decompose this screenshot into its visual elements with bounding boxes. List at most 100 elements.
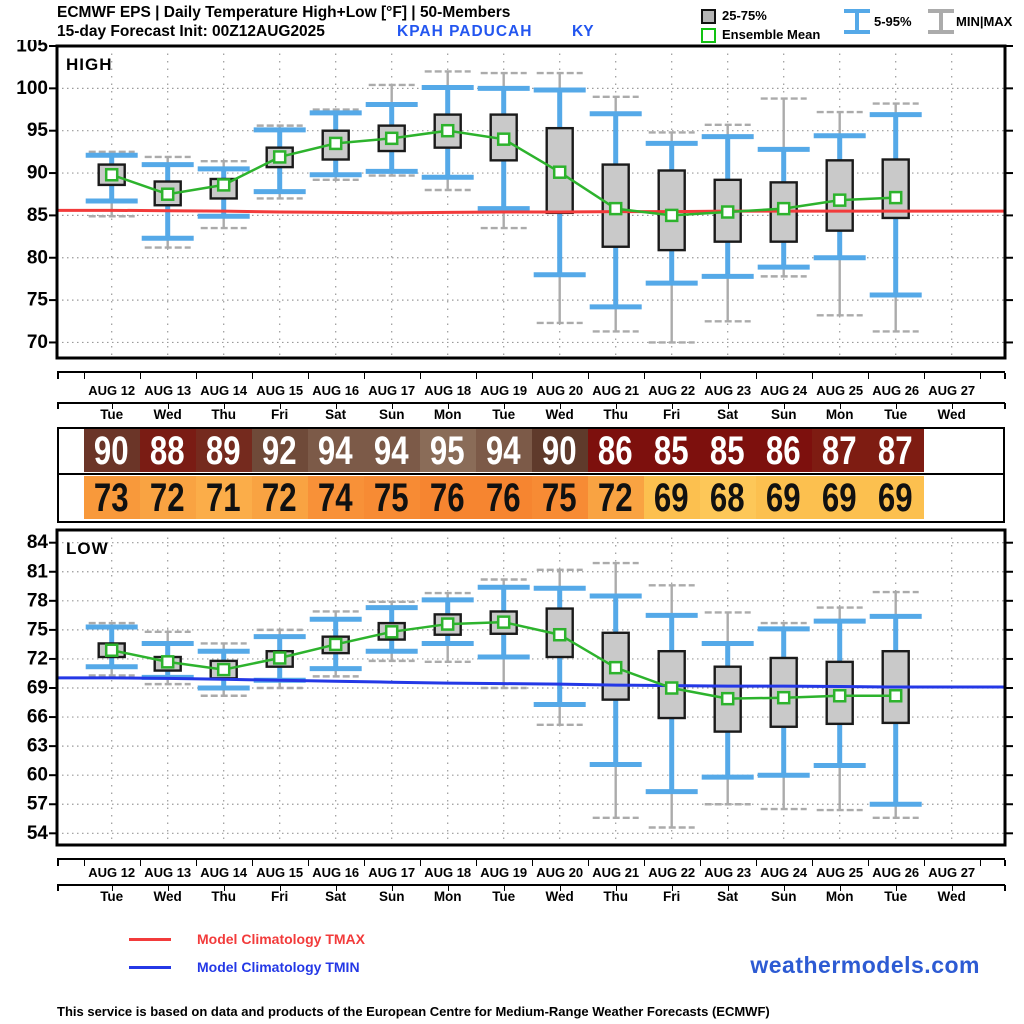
ensemble-mean-marker [384,131,399,146]
svg-text:84: 84 [27,532,49,553]
weekday-label: Tue [100,407,124,422]
weekday-label: Sat [325,889,347,904]
table-cell-low: 69 [811,475,868,520]
subtitle-row: 15-day Forecast Init: 00Z12AUG2025 KPAH … [57,23,594,41]
weekday-label: Thu [603,889,629,904]
table-cell-low-value: 71 [206,475,242,520]
weekday-label: Wed [153,407,182,422]
table-cell-low: 68 [699,476,756,519]
weekday-label: Fri [271,889,289,904]
forecast-init-label: 15-day Forecast Init: 00Z12AUG2025 [57,23,325,40]
table-cell-high-value: 90 [94,428,130,473]
ensemble-mean-marker [384,625,399,639]
weekday-label: Sat [717,407,739,422]
svg-text:66: 66 [27,707,48,728]
date-label: AUG 20 [536,383,584,398]
table-cell-high: 94 [307,429,364,472]
table-cell-high: 86 [755,429,812,472]
ensemble-mean-marker [608,660,623,675]
panel-label: LOW [66,539,109,558]
weekday-label: Mon [825,889,854,904]
date-label: AUG 23 [704,383,752,398]
ensemble-mean-marker [776,690,791,705]
date-label: AUG 14 [200,383,248,398]
date-label: AUG 21 [592,865,640,880]
box-25-75-icon [701,9,716,24]
weekday-label: Tue [884,407,908,422]
svg-text:70: 70 [27,332,48,353]
weekday-label: Wed [545,407,574,422]
ensemble-mean-marker [664,208,679,223]
weekday-label: Mon [825,407,854,422]
date-label: AUG 24 [760,865,808,880]
weekday-label: Tue [884,889,908,904]
page-title: ECMWF EPS | Daily Temperature High+Low [… [57,4,511,21]
weekday-label: Fri [271,407,289,422]
table-cell-high: 90 [531,428,588,473]
tmin-line-icon [129,966,171,969]
ensemble-mean-marker [608,201,623,216]
table-cell-low: 75 [531,475,588,520]
model-climatology-tmax-line [57,208,1005,215]
svg-text:57: 57 [27,794,48,815]
weekday-label: Thu [211,407,237,422]
svg-text:85: 85 [27,205,49,226]
date-label: AUG 18 [424,383,472,398]
weekday-label: Mon [433,407,462,422]
weekday-label: Tue [100,889,124,904]
table-cell-high-value: 85 [654,428,690,473]
table-cell-high: 95 [419,429,476,472]
weathermodels-link[interactable]: weathermodels.com [750,952,980,978]
ensemble-mean-marker [328,136,343,151]
station-name: KPAH PADUCAH [397,23,533,40]
low-temperature-chart: 84 81 78 75 72 69 66 63 60 57 54 LOW [27,528,1013,847]
weekday-label: Sat [325,407,347,422]
table-cell-high: 85 [699,429,756,472]
ensemble-mean-marker [328,637,343,652]
date-label: AUG 18 [424,865,472,880]
date-label: AUG 16 [312,383,360,398]
table-cell-high: 85 [643,428,700,473]
table-cell-low: 71 [195,475,252,520]
date-label: AUG 13 [144,865,192,880]
table-cell-high-value: 87 [822,428,858,473]
svg-text:75: 75 [27,619,49,640]
weekday-label: Wed [937,407,966,422]
table-cell-low: 72 [251,476,308,519]
table-cell-high: 89 [195,429,252,472]
station-state: KY [572,23,594,40]
table-cell-low-value: 69 [822,475,858,520]
table-cell-low-value: 69 [654,475,690,520]
ensemble-mean-marker [160,187,175,201]
weekday-label: Sat [717,889,739,904]
table-cell-high: 94 [475,429,532,472]
ensemble-mean-marker [104,643,119,657]
tmax-line-icon [129,938,171,941]
ensemble-mean-marker [720,205,735,219]
date-label: AUG 14 [200,865,248,880]
ensemble-mean-marker [832,193,847,207]
weekday-label: Wed [937,889,966,904]
table-cell-high: 94 [363,429,420,472]
table-cell-low: 74 [307,476,364,519]
date-label: AUG 25 [816,865,864,880]
low-svg-content: 84 81 78 75 72 69 66 63 60 57 54 LOW [27,528,1013,847]
ensemble-mean-marker [552,627,567,642]
svg-text:72: 72 [27,648,48,669]
table-cell-high-value: 88 [150,428,186,473]
weekday-label: Fri [663,407,681,422]
ensemble-mean-marker [440,123,455,138]
table-cell-low-value: 75 [542,475,578,520]
table-cell-high: 92 [251,429,308,472]
box-25-75 [769,656,798,728]
date-label: AUG 22 [648,865,696,880]
ensemble-mean-marker [216,178,231,192]
table-cell-high: 86 [587,429,644,472]
table-cell-high-value: 90 [542,428,578,473]
table-cell-low: 73 [83,476,140,519]
weekday-label: Tue [492,407,516,422]
table-cell-high: 87 [867,429,924,472]
table-cell-low: 76 [419,476,476,519]
legend-5-95-label: 5-95% [874,14,912,29]
